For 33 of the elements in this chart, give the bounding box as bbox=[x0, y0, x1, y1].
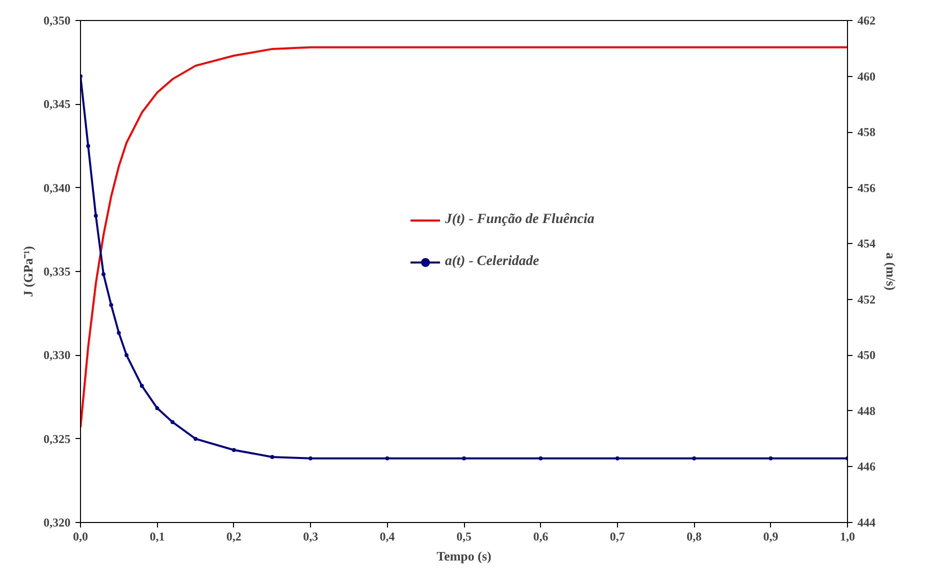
y-tick-label: 0,335 bbox=[44, 264, 70, 278]
y2-tick-label: 444 bbox=[858, 516, 876, 530]
y-tick-label: 0,320 bbox=[44, 516, 70, 530]
legend-label: a(t) - Celeridade bbox=[445, 254, 540, 270]
y-tick-label: 0,345 bbox=[44, 97, 70, 112]
y-tick-label: 0,325 bbox=[44, 432, 70, 446]
y2-tick-label: 452 bbox=[858, 292, 876, 306]
y-tick-label: 0,330 bbox=[44, 348, 70, 362]
x-tick-label: 0,6 bbox=[533, 530, 548, 544]
x-tick-label: 0,5 bbox=[456, 530, 472, 544]
x-tick-label: 0,7 bbox=[610, 530, 625, 544]
x-tick-label: 0,1 bbox=[150, 530, 165, 544]
x-tick-label: 0,3 bbox=[303, 530, 318, 544]
y2-tick-label: 450 bbox=[858, 348, 876, 362]
legend-label: J(t) - Função de Fluência bbox=[445, 212, 594, 228]
x-tick-label: 0,8 bbox=[686, 530, 702, 544]
y2-tick-label: 460 bbox=[858, 69, 876, 84]
y-axis-title: J (GPa⁻¹) bbox=[20, 246, 36, 297]
y2-tick-label: 448 bbox=[858, 404, 876, 418]
y-tick-label: 0,350 bbox=[44, 14, 70, 28]
x-tick-label: 0,0 bbox=[73, 530, 88, 544]
x-tick-label: 0,4 bbox=[380, 530, 395, 544]
y2-tick-label: 462 bbox=[858, 14, 876, 28]
x-tick-label: 0,9 bbox=[763, 530, 778, 544]
y2-axis-title: a (m/s) bbox=[884, 252, 898, 290]
x-tick-label: 1,0 bbox=[840, 530, 855, 544]
y-tick-label: 0,340 bbox=[44, 180, 70, 195]
y2-tick-label: 458 bbox=[858, 125, 876, 140]
y2-tick-label: 454 bbox=[858, 236, 876, 251]
x-tick-label: 0,2 bbox=[226, 530, 242, 544]
x-axis-title: Tempo (s) bbox=[436, 548, 492, 564]
y2-tick-label: 456 bbox=[858, 180, 876, 195]
y2-tick-label: 446 bbox=[858, 460, 876, 474]
